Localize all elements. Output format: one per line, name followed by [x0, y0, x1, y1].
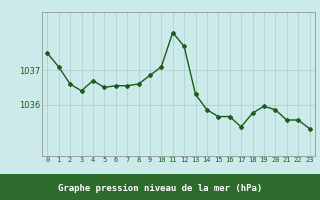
Text: Graphe pression niveau de la mer (hPa): Graphe pression niveau de la mer (hPa): [58, 184, 262, 193]
